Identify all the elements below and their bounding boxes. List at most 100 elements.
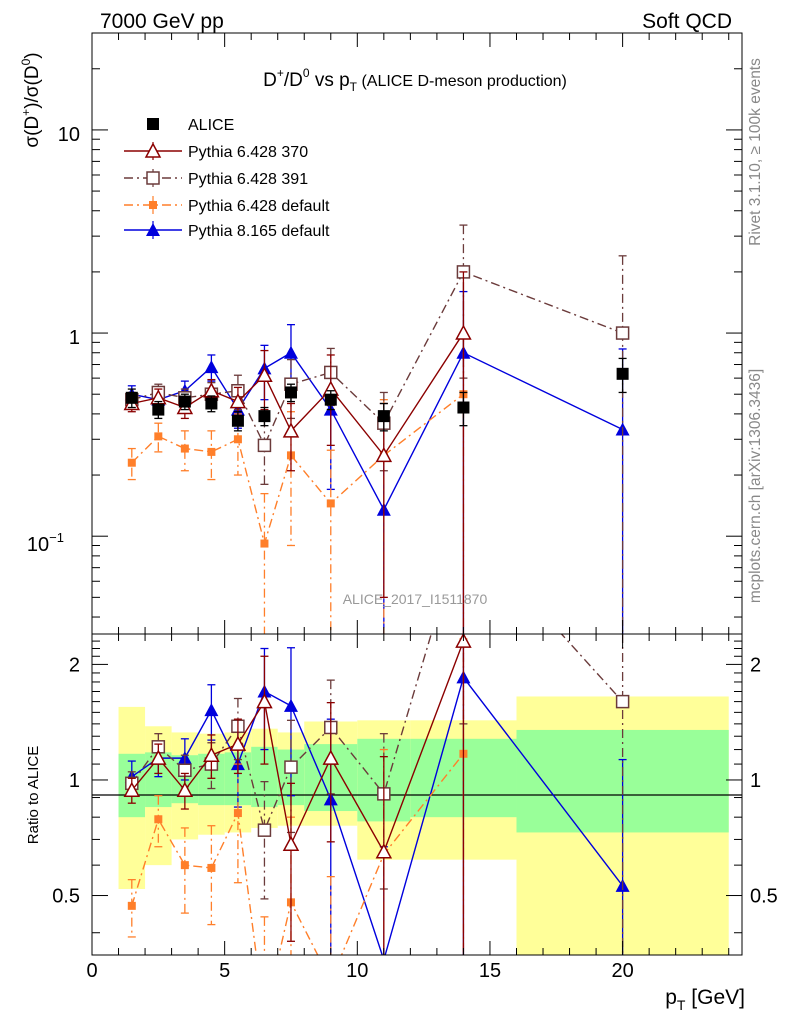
title-sup-plus: + (277, 66, 284, 80)
legend-marker-pythia-6-428-default (149, 201, 157, 209)
main-point-alice (231, 414, 244, 427)
ratio-axes: 0 5 10 15 20 0.5 0.5 1 1 2 2 (52, 633, 778, 982)
y-tick-0p1-exp: −1 (49, 530, 64, 545)
legend-marker-pythia-6-428-391 (146, 171, 160, 185)
ylabel-sup-plus: + (19, 109, 33, 116)
ratio-y-tick-label-right: 0.5 (750, 886, 778, 908)
ratio-point-pythia-6-428-370 (229, 735, 247, 751)
legend-label-pythia-6-428-391: Pythia 6.428 391 (188, 171, 308, 188)
ratio-y-tick-label-right: 2 (750, 654, 761, 676)
main-point-alice (205, 397, 218, 410)
main-point-pythia-6-428-default (127, 458, 136, 467)
x-tick-label: 0 (86, 960, 97, 982)
main-point-pythia-6-428-default (260, 539, 269, 548)
y-tick-label-1: 1 (69, 327, 80, 349)
legend-label-pythia-8-165-default: Pythia 8.165 default (188, 223, 330, 240)
main-point-alice (284, 386, 297, 399)
main-axes (91, 32, 742, 634)
title-sub-t: T (350, 80, 358, 94)
ratio-point-pythia-6-428-default (180, 861, 189, 870)
main-point-pythia-6-428-391 (615, 326, 630, 340)
main-point-pythia-6-428-default (326, 499, 335, 508)
ratio-frame (91, 633, 743, 956)
main-point-pythia-6-428-default (207, 447, 216, 456)
main-series-clipped (123, 224, 630, 634)
ratio-point-pythia-6-428-370 (322, 749, 340, 765)
main-line-pythia-6-428-default (131, 393, 464, 547)
main-point-pythia-6-428-370 (455, 324, 472, 340)
main-point-alice (258, 410, 271, 423)
ratio-point-pythia-6-428-370 (203, 746, 220, 762)
ratio-y-tick-label: 2 (69, 654, 80, 676)
main-point-alice (125, 391, 138, 404)
ratio-point-pythia-6-428-391 (615, 694, 630, 709)
main-point-pythia-6-428-370 (375, 446, 393, 463)
xlabel-sub-t: T (677, 997, 686, 1013)
legend-marker-alice (147, 118, 159, 130)
x-tick-label: 20 (611, 960, 633, 982)
main-point-pythia-6-428-370 (256, 366, 273, 382)
legend-marker-pythia-8-165-default (146, 223, 160, 236)
x-tick-label: 10 (346, 960, 368, 982)
legend-label-pythia-6-428-default: Pythia 6.428 default (188, 198, 330, 215)
ratio-point-pythia-6-428-370 (256, 693, 273, 709)
ratio-point-pythia-8-165-default (204, 703, 219, 717)
ratio-point-pythia-6-428-370 (176, 781, 194, 798)
main-point-pythia-6-428-default (154, 432, 163, 441)
ylabel-b: )/σ(D (22, 65, 43, 108)
main-y-axis-label: σ(D+)/σ(D0) (19, 52, 43, 147)
main-line-pythia-6-428-370 (131, 332, 465, 457)
x-tick-label: 15 (479, 960, 501, 982)
main-point-pythia-8-165-default (283, 345, 298, 359)
ylabel-a: σ(D (22, 116, 43, 148)
ylabel-c: ) (22, 52, 43, 58)
ratio-y-tick-label-right: 1 (750, 770, 761, 792)
ylabel-sup-zero: 0 (19, 58, 33, 65)
ratio-series-layer (123, 634, 630, 955)
title-slash-d: /D (284, 70, 303, 91)
ratio-point-pythia-6-428-391 (284, 760, 298, 774)
ratio-point-pythia-6-428-370 (375, 843, 393, 859)
mcplots-reference-label: mcplots.cern.ch [arXiv:1306.3436] (747, 369, 764, 603)
main-point-pythia-6-428-370 (229, 392, 247, 409)
ratio-point-pythia-6-428-370 (123, 781, 141, 798)
title-vs-pt: vs p (310, 70, 350, 91)
legend-marker-pythia-6-428-370 (144, 142, 162, 158)
ratio-point-pythia-6-428-370 (282, 835, 300, 852)
ratio-point-pythia-6-428-default (233, 809, 242, 818)
legend-label-pythia-6-428-370: Pythia 6.428 370 (188, 144, 308, 161)
ratio-line-pythia-6-428-370 (131, 640, 465, 854)
ratio-point-pythia-6-428-default (207, 863, 216, 872)
ratio-point-pythia-6-428-default (154, 815, 163, 824)
main-series-layer (123, 224, 630, 634)
ratio-y-tick-label: 1 (69, 770, 80, 792)
main-point-alice (457, 401, 470, 414)
main-point-alice (152, 403, 165, 416)
main-point-pythia-6-428-391 (257, 438, 272, 453)
ratio-point-pythia-6-428-391 (257, 823, 272, 837)
header-energy-label: 7000 GeV pp (100, 10, 224, 33)
main-point-alice (616, 367, 629, 380)
analysis-watermark: ALICE_2017_I1511870 (343, 591, 488, 607)
chart-title: D+/D0 vs pT (ALICE D-meson production) (263, 66, 567, 94)
y-tick-label-0p1: 10−1 (27, 530, 64, 556)
ratio-y-tick-label: 0.5 (52, 886, 80, 908)
y-tick-0p1-base: 10 (27, 534, 49, 556)
title-d: D (263, 70, 277, 91)
main-point-pythia-8-165-default (204, 360, 219, 374)
legend: ALICE Pythia 6.428 370 Pythia 6.428 391 Pyt… (124, 117, 330, 240)
ratio-y-axis-label: Ratio to ALICE (25, 746, 42, 844)
main-point-alice (178, 395, 191, 408)
ratio-line-pythia-6-428-default (131, 753, 464, 955)
header-category-label: Soft QCD (642, 10, 732, 33)
rivet-version-label: Rivet 3.1.10, ≥ 100k events (747, 58, 764, 246)
legend-label-alice: ALICE (188, 117, 234, 134)
xlabel-unit: [GeV] (685, 986, 745, 1009)
main-point-alice (377, 410, 390, 423)
title-sup-zero: 0 (303, 66, 310, 80)
x-tick-label: 5 (219, 960, 230, 982)
main-line-pythia-8-165-default (131, 351, 623, 512)
y-tick-label-10: 10 (58, 124, 80, 146)
main-point-pythia-6-428-370 (282, 422, 300, 438)
